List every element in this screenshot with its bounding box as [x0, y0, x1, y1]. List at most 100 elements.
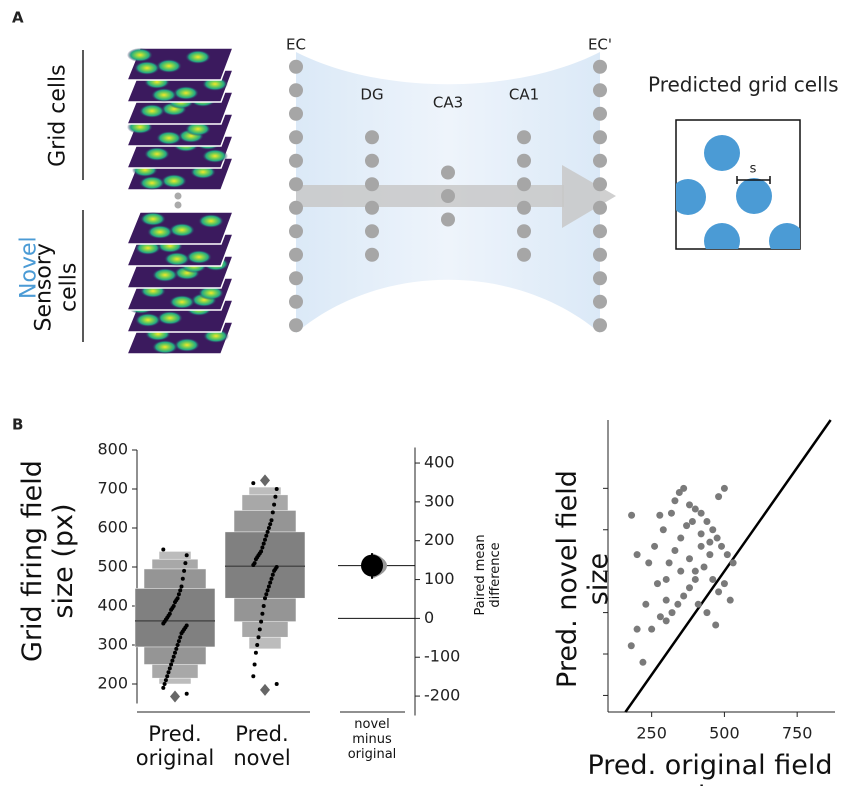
- scatter-point: [642, 600, 650, 608]
- strip-point: [165, 674, 170, 679]
- neuron: [289, 153, 303, 168]
- x-tick-label: 750: [782, 724, 813, 743]
- neuron: [593, 294, 607, 309]
- neuron: [289, 83, 303, 98]
- neuron: [517, 224, 531, 239]
- strip-point: [178, 635, 183, 640]
- neuron: [365, 177, 379, 192]
- scatter-point: [677, 534, 685, 542]
- scatter-point: [633, 625, 641, 633]
- ellipsis-dot: [174, 192, 182, 200]
- strip-point: [255, 643, 260, 647]
- scatter-point: [700, 563, 708, 571]
- y-tick-label: 200: [97, 674, 128, 693]
- strip-point: [264, 533, 269, 538]
- grid-fields: [676, 135, 800, 249]
- strip-point: [176, 639, 181, 644]
- heatmap-blob: [140, 212, 166, 226]
- scatter-point: [683, 522, 691, 530]
- scatter-point: [694, 600, 702, 608]
- heatmap-blob: [127, 48, 153, 62]
- neuron: [441, 212, 455, 227]
- neuron: [517, 130, 531, 145]
- strip-point: [175, 643, 180, 647]
- strip-point: [274, 682, 279, 686]
- panel-label: B: [12, 416, 23, 434]
- heatmap-blob: [139, 176, 165, 190]
- scatter-point: [627, 642, 635, 650]
- scatter-point: [677, 567, 685, 575]
- outlier: [260, 683, 270, 696]
- scatter-point: [691, 505, 699, 513]
- heatmap-blob: [185, 50, 211, 64]
- stack-label: Sensory cells: [31, 243, 82, 332]
- strip-point: [161, 547, 166, 552]
- heatmap-blob: [202, 149, 228, 163]
- y2-tick-label: -200: [424, 686, 460, 705]
- scatter-point: [675, 488, 683, 496]
- scatter-point: [662, 575, 670, 583]
- y2-tick-label: 0: [424, 608, 434, 627]
- scatter-point: [685, 555, 693, 563]
- heatmap-blob: [156, 59, 182, 73]
- layer-label: CA1: [509, 86, 539, 104]
- scatter-point: [653, 580, 661, 588]
- neuron: [593, 153, 607, 168]
- neuron: [365, 153, 379, 168]
- strip-point: [252, 662, 257, 667]
- x-tick-label: 500: [709, 724, 740, 743]
- strip-point: [270, 510, 275, 515]
- strip-point: [184, 553, 189, 558]
- strip-point: [182, 568, 187, 573]
- heatmap-blob: [174, 338, 200, 352]
- scatter-point: [656, 511, 664, 519]
- neuron: [593, 130, 607, 145]
- diff-x-label: novel minus original: [347, 717, 397, 762]
- strip-point: [260, 545, 265, 550]
- strip-point: [161, 621, 166, 626]
- heatmap-blob: [169, 295, 195, 309]
- x-tick-label: Pred. original: [135, 722, 215, 771]
- diff-y-label: Paired mean difference: [473, 534, 503, 616]
- identity-line: [624, 419, 832, 713]
- strip-point: [269, 518, 274, 523]
- strip-point: [257, 627, 262, 632]
- scatter-point: [713, 534, 721, 542]
- y-axis-label: Grid firing field size (px): [16, 460, 79, 663]
- neuron: [289, 294, 303, 309]
- scatter-point: [720, 484, 728, 492]
- strip-point: [253, 557, 258, 562]
- grid-field: [676, 179, 706, 215]
- scatter-point: [706, 538, 714, 546]
- strip-point: [263, 537, 267, 542]
- boxen-level: [134, 588, 216, 648]
- y-tick-label: 700: [97, 479, 128, 498]
- ellipsis-dot: [174, 201, 182, 209]
- scatter-point: [691, 575, 699, 583]
- output-title: Predicted grid cells: [648, 73, 839, 97]
- scale-label: s: [750, 162, 757, 177]
- strip-point: [176, 592, 181, 597]
- strip-point: [161, 685, 166, 690]
- scatter-point: [703, 609, 711, 617]
- heatmap-blob: [185, 122, 211, 136]
- strip-point: [253, 650, 258, 655]
- y-tick-label: 300: [97, 635, 128, 654]
- strip-point: [183, 561, 188, 566]
- heatmap-blob: [156, 131, 182, 145]
- scatter-point: [633, 551, 641, 559]
- outlier: [170, 690, 180, 703]
- neuron: [289, 200, 303, 215]
- scatter-point: [726, 596, 734, 604]
- scatter-point: [685, 501, 693, 509]
- neuron: [517, 153, 531, 168]
- scatter-point: [706, 551, 714, 559]
- strip-point: [169, 607, 174, 612]
- neuron: [593, 318, 607, 333]
- strip-point: [270, 572, 275, 577]
- y2-tick-label: 300: [424, 491, 455, 510]
- neuron: [289, 130, 303, 145]
- grid-field: [704, 135, 740, 171]
- panel-label: A: [12, 9, 24, 27]
- scatter-point: [697, 530, 705, 538]
